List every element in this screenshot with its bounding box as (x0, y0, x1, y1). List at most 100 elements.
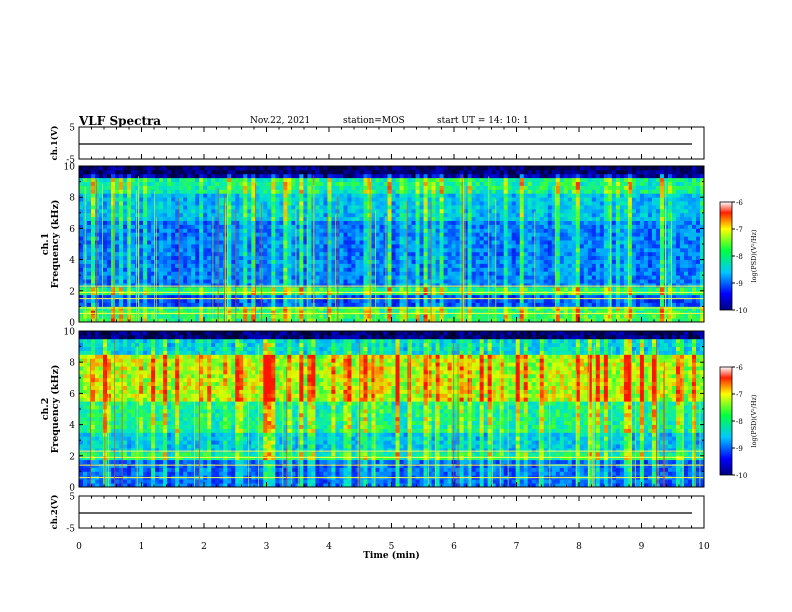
ch1-spectrogram-cell (171, 318, 176, 323)
ch1-spectrogram-cell (191, 240, 196, 245)
ch1-spectrogram-cell (415, 208, 420, 214)
ch1-spectrogram-cell (363, 318, 368, 323)
ch1-spectrogram-cell (331, 232, 336, 237)
ch1-spectrogram-cell (287, 294, 292, 299)
ch1-spectrogram-cell (403, 318, 408, 323)
ch1-spectrogram-cell (123, 314, 128, 319)
ch1-spectrogram-cell (267, 314, 272, 319)
ch1-spectrogram-cell (643, 212, 649, 218)
ch1-spectrogram-cell (87, 197, 92, 202)
ch1-spectrogram-cell (567, 263, 573, 268)
ch1-spectrogram-cell (155, 314, 160, 319)
ch1-spectrogram-cell (239, 247, 244, 253)
ch1-spectrogram-cell (179, 244, 184, 249)
ch1-spectrogram-cell (135, 318, 140, 323)
ch1-spectrogram-cell (323, 247, 328, 253)
ch1-spectrogram-cell (287, 302, 292, 307)
ch1-spectrogram-cell (283, 255, 288, 260)
ch1-spectrogram-cell (487, 224, 493, 229)
ch1-spectrogram-cell (515, 220, 521, 225)
ch1-spectrogram-cell (379, 208, 384, 214)
ch1-spectrogram-cell (87, 310, 92, 315)
ch1-spectrogram-cell (367, 259, 372, 264)
ch1-spectrogram-cell (599, 263, 605, 268)
ch1-spectrogram-cell (243, 310, 248, 315)
ch1-spectrogram-cell (347, 247, 352, 253)
ch1-spectrogram-cell (679, 216, 685, 221)
ch1-spectrogram-cell (375, 306, 380, 311)
ch1-spectrogram-cell (91, 279, 96, 284)
ch1-spectrogram-cell (135, 228, 140, 233)
ch1-spectrogram-cell (571, 197, 577, 202)
ch1-spectrogram-cell (183, 240, 188, 245)
ch1-spectrogram-cell (443, 216, 448, 221)
ch1-spectrogram-cell (351, 208, 356, 214)
ch1-spectrogram-cell (375, 279, 380, 284)
ch1-spectrogram-cell (551, 216, 557, 221)
ch1-spectrogram-cell (367, 283, 372, 288)
ch1-spectrogram-cell (327, 290, 332, 296)
ch1-spectrogram-cell (179, 267, 184, 272)
ch1-spectrogram-cell (123, 212, 128, 218)
ch1-spectrogram-cell (699, 294, 705, 299)
ch1-spectrogram-cell (87, 294, 92, 299)
ch1-spectrogram-cell (419, 271, 424, 276)
ch1-spectrogram-cell (387, 283, 392, 288)
ch1-spectrogram-cell (231, 247, 236, 253)
ch1-spectrogram-cell (95, 255, 100, 260)
ch1-spectrogram-cell (107, 302, 112, 307)
ch1-spectrogram-cell (107, 244, 112, 249)
ch1-spectrogram-cell (295, 244, 300, 249)
ch1-spectrogram-cell (215, 255, 220, 260)
ch1-spectrogram-cell (303, 251, 308, 257)
ch1-spectrogram-cell (151, 294, 156, 299)
ch1-spectrogram-cell (679, 290, 685, 296)
ch1-spectrogram-cell (563, 236, 569, 241)
ch1-spectrogram-cell (511, 267, 517, 272)
ch1-spectrogram-cell (559, 232, 565, 237)
ch1-spectrogram-cell (263, 275, 268, 280)
ch1-spectrogram-cell (295, 286, 300, 292)
ch1-spectrogram-cell (607, 279, 613, 284)
ch1-spectrogram-cell (559, 259, 565, 264)
ch1-spectrogram-cell (211, 298, 216, 303)
ch1-spectrogram-cell (591, 306, 597, 311)
ch1-spectrogram-cell (631, 259, 637, 264)
ch1-spectrogram-cell (463, 298, 469, 303)
ch1-spectrogram-cell (507, 290, 513, 296)
ch1-spectrogram-cell (647, 255, 653, 260)
ch1-spectrogram-cell (463, 310, 469, 315)
ch1-spectrogram-cell (639, 286, 645, 292)
ch1-spectrogram-cell (399, 208, 404, 214)
ch1-spectrogram-cell (511, 318, 517, 323)
ch1-spectrogram-cell (199, 259, 204, 264)
ch1-spectrogram-cell (111, 247, 116, 253)
ch1-spectrogram-cell (483, 318, 489, 323)
ch1-spectrogram-cell (567, 298, 573, 303)
ch1-spectrogram-cell (619, 205, 625, 210)
ch1-spectrogram-cell (291, 251, 296, 257)
ch1-spectrogram-cell (403, 244, 408, 249)
ch1-spectrogram-cell (575, 240, 581, 245)
ch1-spectrogram-cell (91, 251, 96, 257)
ch1-spectrogram-cell (315, 244, 320, 249)
ch1-spectrogram-cell (679, 283, 685, 288)
ch1-spectrogram-cell (651, 251, 657, 257)
ch1-spectrogram-cell (155, 306, 160, 311)
ch1-spectrogram-cell (655, 247, 661, 253)
ch1-spectrogram-cell (643, 251, 649, 257)
ch1-spectrogram-cell (623, 197, 629, 202)
ch1-spectrogram-cell (399, 251, 404, 257)
ch1-spectrogram-cell (695, 294, 701, 299)
ch1-spectrogram-cell (351, 306, 356, 311)
ch1-spectrogram-cell (183, 208, 188, 214)
ch1-spectrogram-cell (631, 275, 637, 280)
ch1-spectrogram-cell (571, 236, 577, 241)
ch1-spectrogram-cell (323, 286, 328, 292)
ch1-spectrogram-cell (347, 314, 352, 319)
ch1-spectrogram-cell (107, 208, 112, 214)
ch1-spectrogram-cell (231, 255, 236, 260)
ch1-spectrogram-cell (135, 302, 140, 307)
ch1-spectrogram-cell (591, 228, 597, 233)
ch1-spectrogram-cell (535, 302, 541, 307)
